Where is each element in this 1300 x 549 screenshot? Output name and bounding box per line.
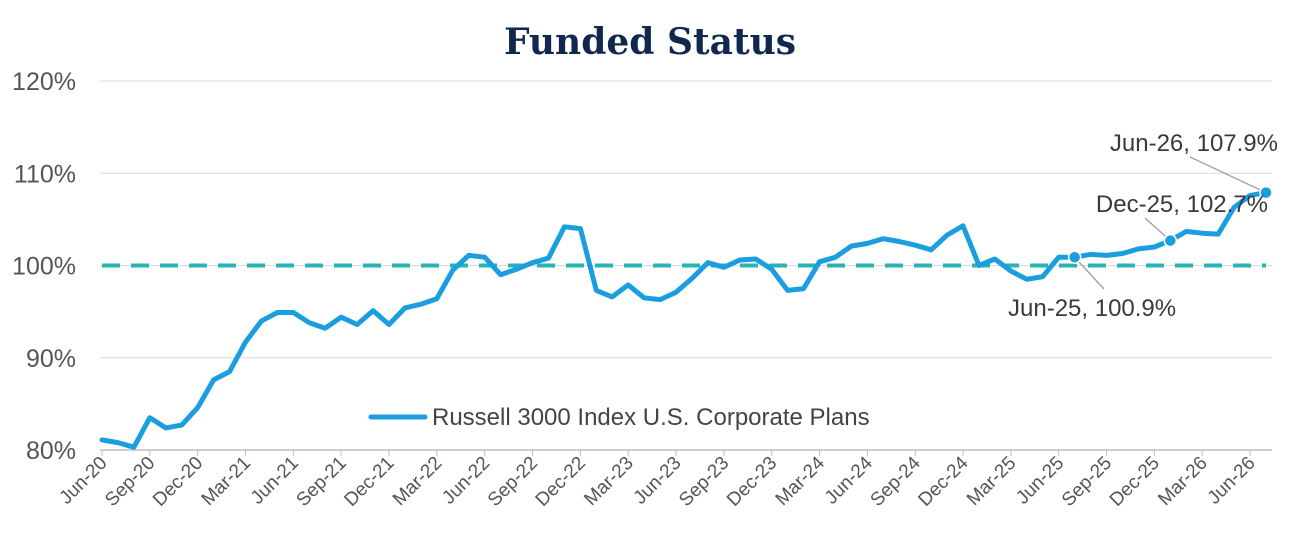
y-tick-label: 110%: [14, 160, 76, 188]
legend: Russell 3000 Index U.S. Corporate Plans: [368, 404, 870, 431]
annotation-label: Jun-25, 100.9%: [1008, 295, 1176, 322]
annotation-leader-line: [1074, 256, 1105, 290]
x-tick-label: Dec-21: [340, 453, 398, 511]
x-tick-label: Dec-24: [914, 452, 972, 510]
x-tick-label: Jun-21: [247, 453, 303, 509]
annotation-markers: Jun-26, 107.9% Dec-25, 102.7% Jun-25, 100.…: [1008, 130, 1278, 322]
x-tick-label: Sep-23: [675, 453, 733, 511]
x-tick-label: Dec-20: [149, 453, 207, 511]
x-tick-label: Jun-26: [1204, 453, 1260, 509]
annotation-label: Jun-26, 107.9%: [1110, 130, 1278, 157]
y-tick-label: 80%: [26, 437, 76, 465]
x-tick-label: Mar-23: [580, 453, 637, 510]
x-tick-label: Sep-25: [1058, 453, 1116, 511]
x-tick-label: Dec-23: [723, 453, 781, 511]
x-tick-label: Sep-24: [867, 452, 925, 510]
x-tick-label: Mar-24: [772, 452, 830, 510]
x-tick-label: Mar-21: [198, 453, 255, 510]
x-tick-label: Sep-22: [484, 453, 542, 511]
y-tick-label: 120%: [12, 68, 76, 96]
x-tick-label: Sep-20: [101, 453, 159, 511]
y-tick-label: 100%: [12, 253, 76, 281]
x-tick-label: Dec-22: [532, 453, 590, 511]
legend-label: Russell 3000 Index U.S. Corporate Plans: [432, 404, 870, 431]
chart-title: Funded Status: [504, 21, 796, 63]
x-tick-label: Sep-21: [293, 453, 351, 511]
annotation-marker: [1067, 250, 1082, 264]
annotation-marker: [1163, 233, 1178, 248]
x-tick-label: Mar-26: [1154, 453, 1211, 510]
y-tick-label: 90%: [26, 345, 76, 373]
x-tick-label: Mar-25: [963, 453, 1020, 510]
x-axis-labels: Jun-20Sep-20Dec-20Mar-21Jun-21Sep-21Dec-…: [56, 450, 1260, 511]
annotation-label: Dec-25, 102.7%: [1096, 191, 1268, 218]
x-tick-label: Jun-22: [438, 453, 494, 509]
x-tick-label: Jun-24: [821, 452, 877, 508]
annotation-leader-line: [1189, 156, 1267, 194]
annotation-marker: [1259, 185, 1273, 200]
x-tick-label: Dec-25: [1106, 453, 1164, 511]
x-tick-label: Jun-25: [1012, 453, 1068, 509]
y-axis-labels: 80% 90% 100% 110% 120%: [12, 68, 76, 465]
x-tick-label: Mar-22: [389, 453, 446, 510]
x-tick-label: Jun-23: [630, 453, 686, 509]
